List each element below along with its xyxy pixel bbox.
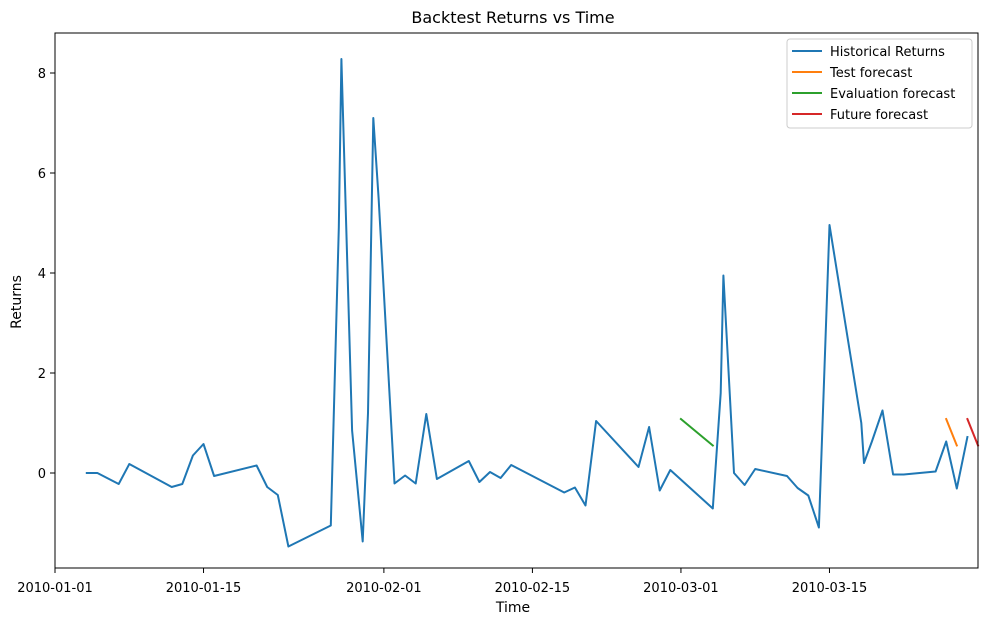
x-tick-label: 2010-02-15 [495, 581, 571, 596]
chart-title: Backtest Returns vs Time [411, 8, 614, 27]
series-line-historical-returns [85, 58, 969, 548]
legend-label: Test forecast [829, 66, 912, 81]
x-tick-label: 2010-02-01 [346, 581, 422, 596]
y-tick-label: 6 [38, 167, 46, 182]
legend-label: Future forecast [830, 108, 928, 123]
y-tick-label: 0 [38, 467, 46, 482]
axes: 2010-01-01 2010-01-15 2010-02-01 2010-02-15… [17, 32, 979, 596]
series-line-evaluation-forecast [679, 417, 715, 447]
legend-label: Historical Returns [830, 45, 945, 60]
x-tick-label: 2010-03-01 [643, 581, 719, 596]
x-tick-label: 2010-01-15 [166, 581, 242, 596]
plot-area [85, 58, 980, 548]
x-tick-label: 2010-03-15 [792, 581, 868, 596]
y-tick-label: 2 [38, 367, 46, 382]
y-tick-label: 8 [38, 67, 46, 82]
y-axis-label: Returns [9, 275, 25, 329]
series-line-test-forecast [944, 417, 959, 447]
x-axis-label: Time [495, 600, 530, 616]
legend-box [786, 38, 973, 129]
legend: Historical Returns Test forecast Evaluatio… [786, 38, 973, 129]
x-tick-label: 2010-01-01 [17, 581, 93, 596]
series-line-future-forecast [966, 417, 980, 447]
legend-label: Evaluation forecast [830, 87, 955, 102]
plot-frame [54, 32, 979, 569]
y-tick-label: 4 [38, 267, 46, 282]
